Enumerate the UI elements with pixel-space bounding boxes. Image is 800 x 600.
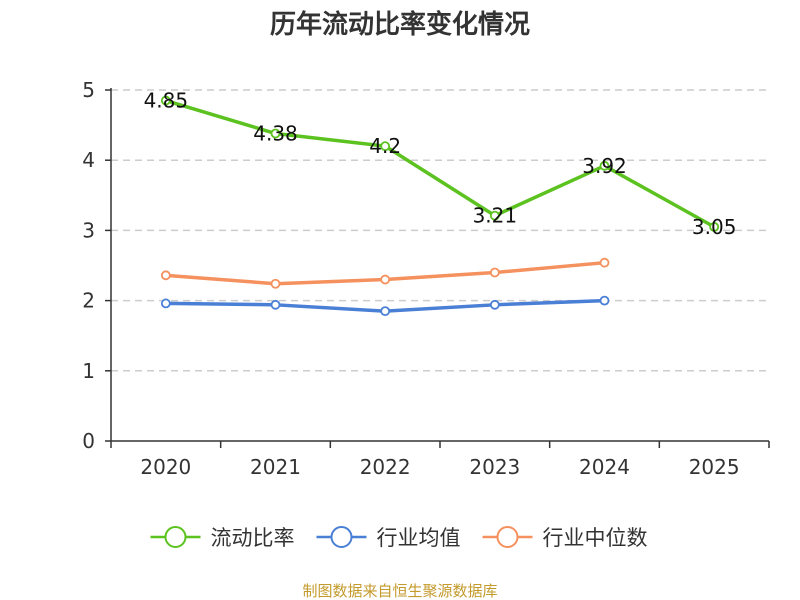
grid-lines (111, 89, 769, 372)
data-point (270, 299, 281, 310)
data-label: 3.05 (692, 215, 737, 239)
data-label: 4.38 (253, 122, 298, 146)
legend-swatch-marker (164, 526, 187, 548)
legend-swatch-marker (496, 526, 519, 548)
series-line (165, 98, 716, 229)
series-layer (160, 95, 720, 317)
data-label: 4.85 (144, 89, 189, 113)
legend-item[interactable]: 流动比率 (150, 526, 295, 550)
legend-item[interactable]: 行业均值 (316, 526, 461, 550)
chart-title: 历年流动比率变化情况 (270, 9, 530, 40)
data-point (160, 298, 171, 309)
y-tick-label: 1 (82, 359, 95, 383)
legend-label: 行业均值 (377, 526, 461, 550)
data-point (599, 160, 610, 171)
legend-label: 流动比率 (211, 526, 295, 550)
y-tick-label: 4 (82, 148, 95, 172)
data-point (270, 278, 281, 289)
y-tick-label: 3 (82, 218, 95, 242)
data-labels: 4.85 4.38 4.2 3.21 3.92 3.05 (144, 89, 737, 239)
data-label: 3.92 (582, 154, 627, 178)
x-tick-label: 2024 (579, 455, 630, 479)
y-tick-label: 2 (82, 289, 95, 313)
data-point (489, 267, 500, 278)
data-point (489, 299, 500, 310)
data-point (599, 257, 610, 268)
y-tick-label: 5 (82, 78, 95, 102)
data-label: 3.21 (473, 204, 518, 228)
legend-item[interactable]: 行业中位数 (482, 526, 648, 550)
legend-swatch-marker (330, 526, 353, 548)
y-tick-label: 0 (82, 429, 95, 453)
x-tick-label: 2025 (689, 455, 740, 479)
data-label: 4.2 (369, 134, 401, 158)
x-tick-label: 2022 (360, 455, 411, 479)
data-point (489, 210, 500, 221)
data-point (599, 295, 610, 306)
legend[interactable]: 流动比率 行业均值 行业中位数 (150, 526, 648, 550)
data-point (160, 95, 171, 106)
data-point (160, 270, 171, 281)
axes: 0 1 2 3 4 5 2020 2021 2022 2023 2024 2025 (82, 78, 770, 479)
x-tick-label: 2023 (469, 455, 520, 479)
data-point (709, 221, 720, 232)
data-point (380, 274, 391, 285)
x-tick-label: 2021 (250, 455, 301, 479)
x-tick-label: 2020 (140, 455, 191, 479)
data-point (380, 306, 391, 317)
data-point (380, 141, 391, 152)
data-point (270, 128, 281, 139)
source-note: 制图数据来自恒生聚源数据库 (302, 582, 497, 600)
legend-label: 行业中位数 (543, 526, 648, 550)
